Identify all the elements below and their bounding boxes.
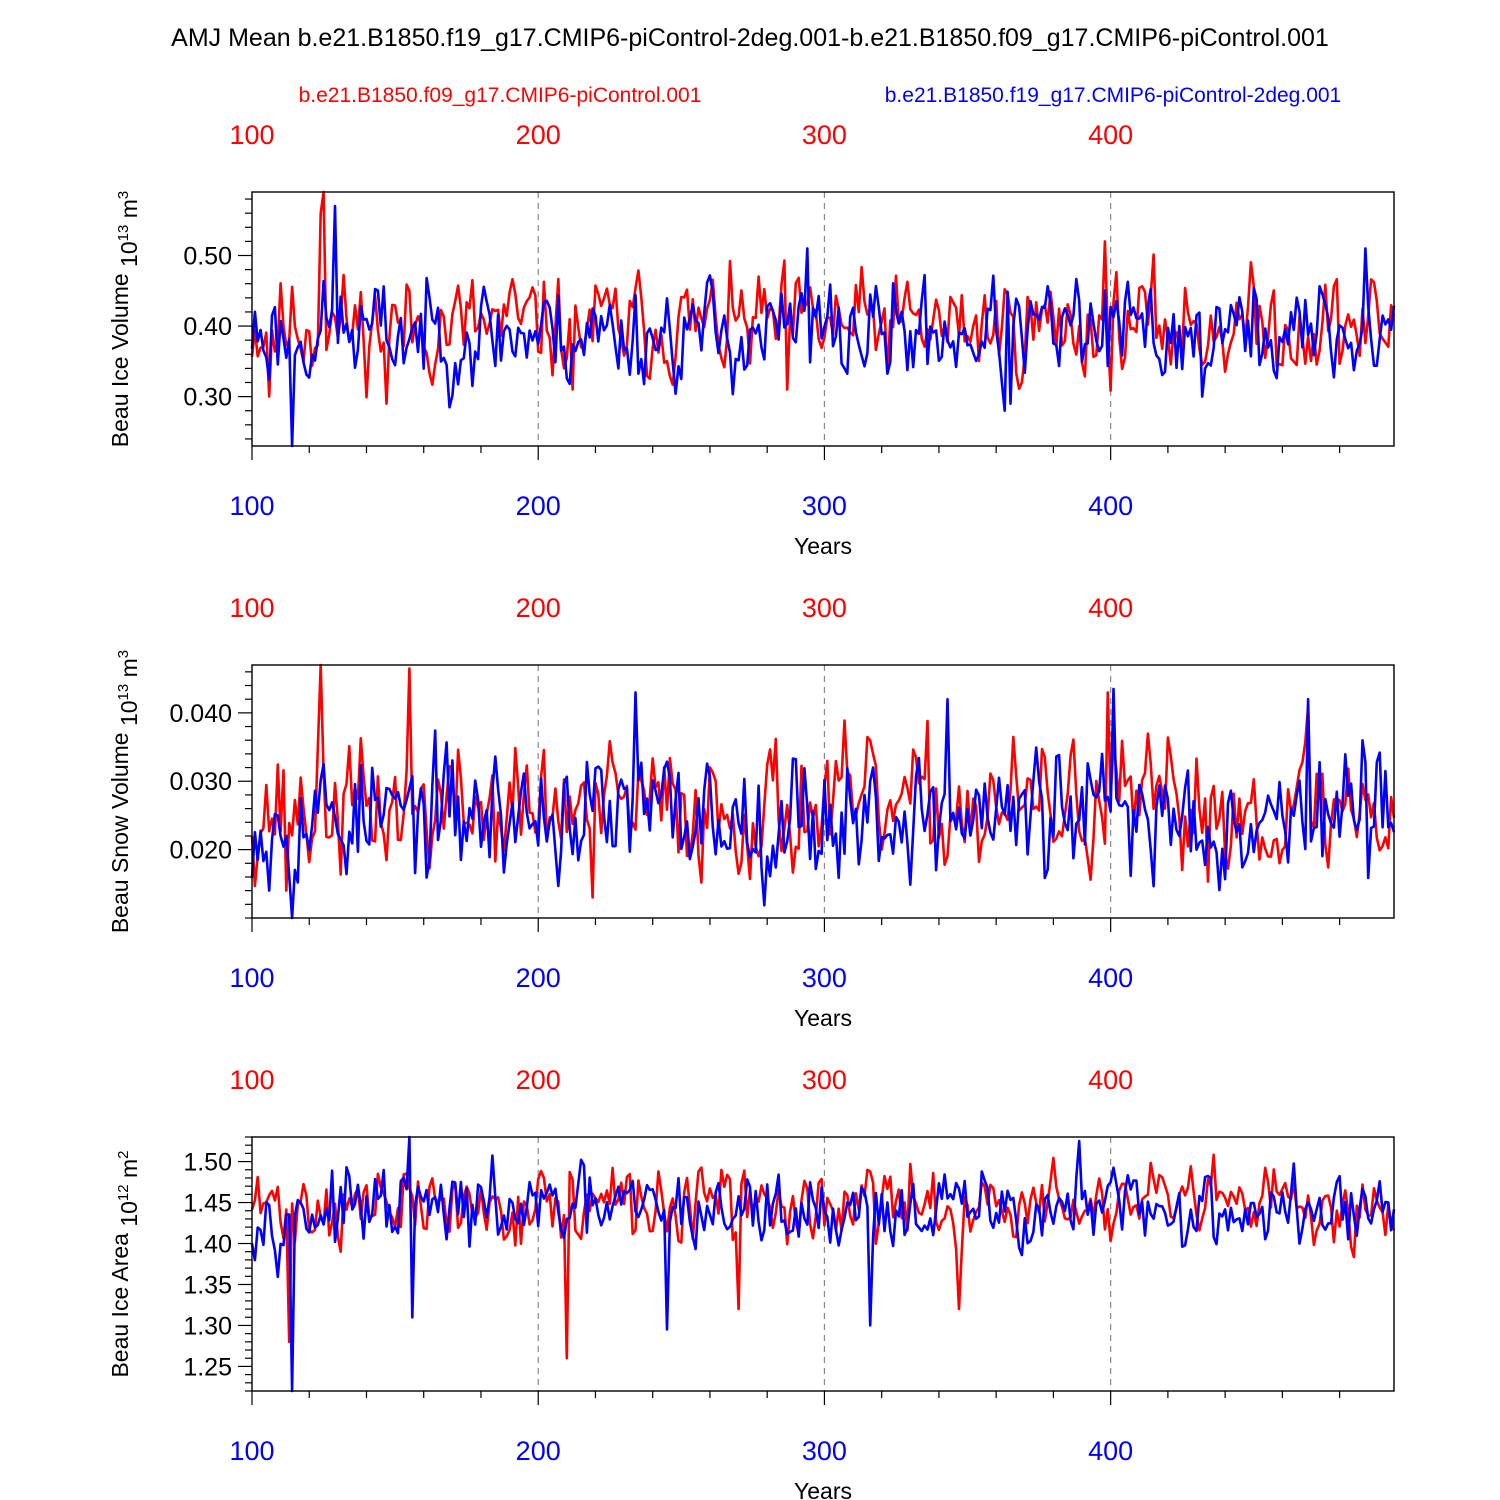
panel-ice-volume: 0.30 0.40 0.50 100 100 200 200 300 300 400 400 Year…: [107, 120, 1396, 559]
x-tick-label-bottom: 200: [516, 1436, 561, 1466]
x-tick-label-bottom: 300: [802, 1436, 847, 1466]
x-tick-label-bottom: 400: [1088, 963, 1133, 993]
y-axis-unit-base: 10: [116, 700, 142, 726]
x-tick-label-bottom: 400: [1088, 1436, 1133, 1466]
y-tick-label: 1.50: [183, 1149, 232, 1177]
y-tick-label: 0.30: [183, 384, 232, 412]
x-tick-label-top: 400: [1088, 1065, 1133, 1095]
y-tick-label: 1.25: [183, 1353, 232, 1381]
y-tick-label: 0.40: [183, 313, 232, 341]
x-tick-label-top: 400: [1088, 120, 1133, 150]
x-tick-label-top: 300: [802, 120, 847, 150]
y-axis-label: Beau Ice Area 1012 m2: [107, 1150, 142, 1377]
y-axis-unit-tail-exponent: 2: [115, 1150, 132, 1158]
y-axis-unit-base: 10: [116, 241, 142, 267]
series-line-red: [250, 1153, 1396, 1360]
x-axis-label: Years: [794, 1478, 852, 1500]
y-tick-label: 0.50: [183, 243, 232, 271]
panels: 0.30 0.40 0.50 100 100 200 200 300 300 400 400 Year…: [107, 120, 1396, 1500]
y-axis-unit-exponent: 13: [115, 225, 132, 242]
y-axis-label: Beau Ice Volume 1013 m3: [107, 191, 142, 447]
x-tick-label-top: 400: [1088, 593, 1133, 623]
plot-frame: [251, 664, 1395, 919]
y-axis-unit-tail: m: [116, 199, 142, 225]
panel-ice-area: 1.25 1.30 1.35 1.40 1.45 1.50 100 100 200 200 300 3…: [107, 1065, 1396, 1500]
y-axis-label-text: Beau Ice Volume: [107, 267, 133, 447]
x-tick-label-top: 100: [229, 120, 274, 150]
series-line-blue: [250, 204, 1396, 448]
legend-label-red: b.e21.B1850.f09_g17.CMIP6-piControl.001: [299, 84, 702, 107]
y-tick-label: 0.020: [169, 837, 232, 865]
series-line-blue: [250, 1135, 1396, 1393]
x-tick-label-bottom: 400: [1088, 491, 1133, 521]
x-tick-label-bottom: 200: [516, 491, 561, 521]
y-axis-label-text: Beau Snow Volume: [107, 726, 133, 933]
x-tick-label-bottom: 300: [802, 963, 847, 993]
y-tick-label: 0.040: [169, 700, 232, 728]
x-tick-label-top: 100: [229, 1065, 274, 1095]
y-tick-label: 1.45: [183, 1190, 232, 1218]
series-line-blue: [250, 687, 1396, 920]
x-axis-label: Years: [794, 1005, 852, 1031]
x-tick-label-top: 300: [802, 1065, 847, 1095]
figure-title: AMJ Mean b.e21.B1850.f19_g17.CMIP6-piCon…: [171, 24, 1329, 52]
y-axis-unit-tail-exponent: 3: [115, 191, 132, 199]
x-tick-label-bottom: 300: [802, 491, 847, 521]
x-tick-label-bottom: 200: [516, 963, 561, 993]
y-axis-label: Beau Snow Volume 1013 m3: [107, 650, 142, 933]
x-tick-label-top: 300: [802, 593, 847, 623]
y-tick-label: 0.030: [169, 768, 232, 796]
x-tick-label-top: 200: [516, 593, 561, 623]
y-axis-unit-tail: m: [116, 1159, 142, 1185]
x-tick-label-top: 200: [516, 1065, 561, 1095]
legend-label-blue: b.e21.B1850.f19_g17.CMIP6-piControl-2deg…: [885, 84, 1341, 107]
y-axis-unit-tail-exponent: 3: [115, 650, 132, 658]
plot-frame: [251, 191, 1395, 447]
x-tick-label-bottom: 100: [229, 1436, 274, 1466]
panel-snow-volume: 0.020 0.030 0.040 100 100 200 200 300 300 400 400 Y…: [107, 593, 1396, 1031]
y-tick-label: 1.40: [183, 1231, 232, 1259]
series-line-red: [250, 190, 1396, 406]
x-tick-label-bottom: 100: [229, 491, 274, 521]
y-axis-unit-tail: m: [116, 658, 142, 684]
y-axis-unit-base: 10: [116, 1201, 142, 1227]
x-axis-label: Years: [794, 533, 852, 559]
x-tick-label-top: 100: [229, 593, 274, 623]
y-tick-label: 1.30: [183, 1312, 232, 1340]
y-axis-unit-exponent: 12: [115, 1184, 132, 1201]
y-axis-unit-exponent: 13: [115, 684, 132, 701]
y-tick-label: 1.35: [183, 1271, 232, 1299]
y-axis-label-text: Beau Ice Area: [107, 1227, 133, 1378]
x-tick-label-bottom: 100: [229, 963, 274, 993]
x-tick-label-top: 200: [516, 120, 561, 150]
plot-frame: [251, 1136, 1395, 1392]
